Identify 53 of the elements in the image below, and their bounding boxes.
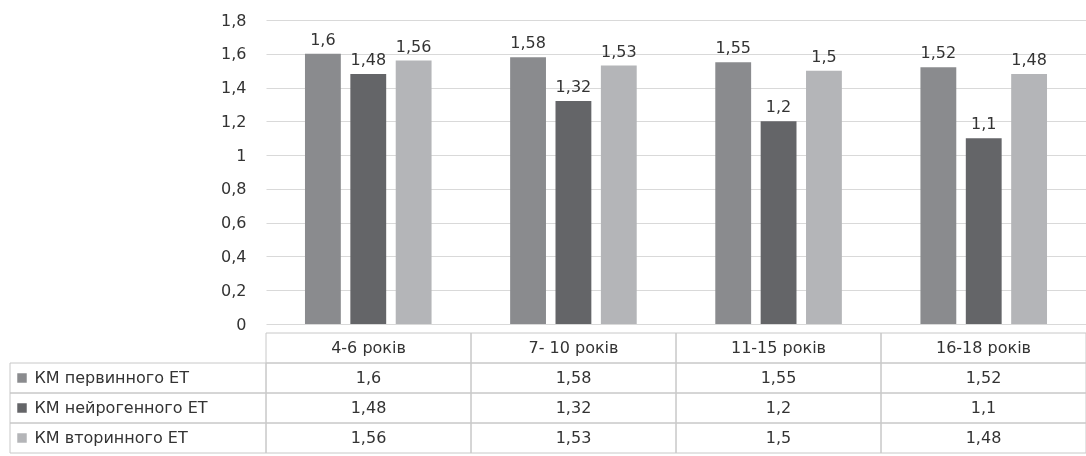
bar [920,67,957,324]
legend-label: КМ нейрогенного ЕТ [34,398,208,417]
bar [760,121,797,324]
legend-label: КМ вторинного ЕТ [34,428,188,447]
data-label: 1,5 [765,428,792,447]
y-tick-label: 0 [236,314,247,334]
y-tick-label: 0,2 [221,280,247,300]
bar [510,57,546,324]
y-tick-label: 1,4 [221,78,247,98]
y-tick-label: 1,6 [221,44,247,64]
data-label: 1,32 [555,398,592,417]
text: 1,2 [765,97,792,117]
data-label: 1,6 [355,368,382,387]
bar [965,138,1002,324]
data-label: 1,48 [350,398,387,417]
data-label: 1,58 [555,368,592,387]
text: 1,5 [811,46,837,66]
data-label: 1,56 [350,428,387,447]
data-label: 1,1 [970,398,997,417]
text: 1,55 [715,38,752,58]
bar [555,101,592,324]
bar [715,62,752,324]
x-tick-label: 11-15 років [730,338,827,357]
y-tick-label: 0,6 [221,213,247,233]
legend-label: КМ первинного ЕТ [34,368,190,387]
y-tick-label: 1,8 [221,10,247,30]
bar [350,74,387,324]
bar [600,65,637,324]
y-tick-label: 0,8 [221,179,247,199]
x-tick-label: 16-18 років [935,338,1032,357]
bar [1011,74,1048,324]
text: 1,1 [971,114,997,134]
x-tick-label: 7- 10 років [528,338,619,357]
text: 1,6 [310,29,336,49]
y-tick-label: 1 [236,145,247,165]
text: 1,53 [600,41,637,61]
text: 1,56 [395,36,432,56]
data-label: 1,52 [965,368,1002,387]
data-label: 1,2 [765,398,792,417]
data-label: 1,48 [965,428,1002,447]
text: 1,52 [920,43,957,63]
bar [395,60,432,324]
text: 1,32 [555,77,592,97]
y-tick-label: 0,4 [221,246,247,266]
bar [806,70,842,324]
bar [304,53,341,324]
text: 1,58 [510,33,546,53]
text: 1,48 [1011,50,1047,70]
text: 1,48 [350,50,387,70]
data-label: 1,55 [760,368,797,387]
x-tick-label: 4-6 років [331,338,406,357]
data-label: 1,53 [555,428,592,447]
y-tick-label: 1,2 [221,111,247,131]
